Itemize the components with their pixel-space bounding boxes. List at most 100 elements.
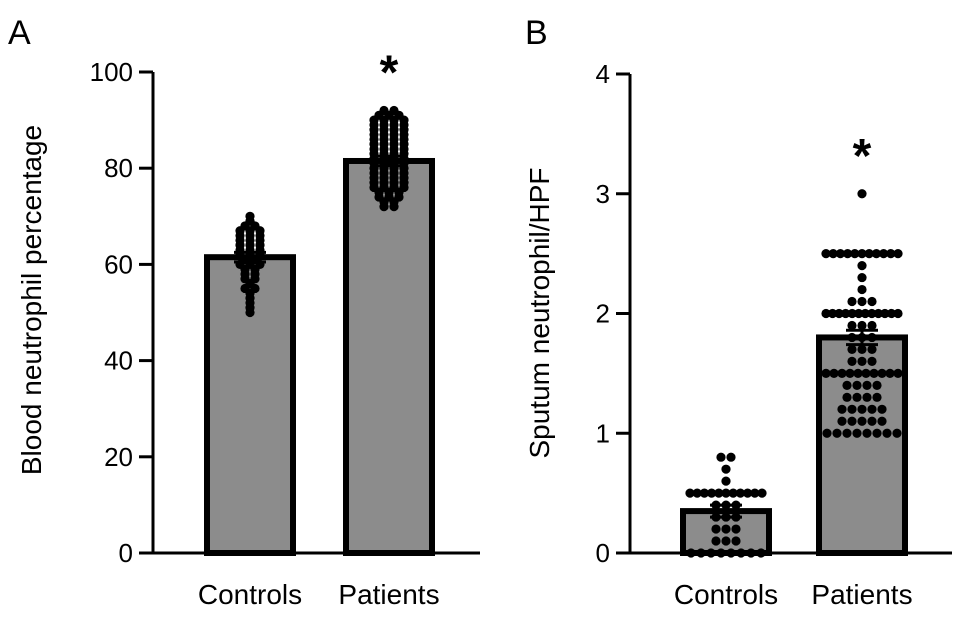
panel-a: A Blood neutrophil percentage 0 20 40 60 80 1…: [8, 14, 480, 610]
data-point: [721, 488, 731, 498]
category-label-patients: Patients: [811, 579, 912, 610]
data-point: [893, 249, 903, 259]
data-point: [750, 488, 760, 498]
data-point: [893, 368, 903, 378]
data-point: [850, 249, 860, 259]
data-point: [728, 488, 738, 498]
data-point: [872, 380, 882, 390]
data-point: [852, 380, 862, 390]
category-label-controls: Controls: [198, 579, 302, 610]
data-point: [721, 536, 731, 546]
category-labels-b: Controls Patients: [674, 579, 913, 610]
data-point: [886, 249, 896, 259]
data-point: [857, 344, 867, 355]
data-point: [847, 296, 857, 307]
bar-patients: [343, 157, 435, 557]
panel-letter-b: B: [525, 14, 548, 52]
data-point: [857, 249, 867, 259]
data-point: [692, 488, 702, 498]
y-tick-label: 2: [596, 299, 610, 329]
y-tick-label: 3: [596, 179, 610, 209]
data-point: [873, 308, 883, 319]
data-point: [721, 476, 731, 486]
data-point: [685, 488, 695, 498]
bars-a: *: [204, 46, 435, 557]
data-point: [821, 308, 831, 319]
data-point: [867, 308, 877, 319]
data-point: [860, 308, 870, 319]
data-point: [847, 344, 857, 355]
data-point: [847, 320, 857, 331]
data-point: [847, 356, 857, 366]
y-ticks-a: 0 20 40 60 80 100: [90, 57, 153, 568]
data-point: [877, 404, 887, 414]
data-point: [842, 392, 852, 402]
data-point: [711, 536, 721, 546]
data-point: [854, 308, 864, 319]
y-tick-label: 100: [90, 57, 133, 87]
data-point: [845, 368, 855, 378]
data-point: [746, 548, 756, 558]
data-point: [864, 249, 874, 259]
data-point: [822, 428, 832, 438]
data-point: [852, 392, 862, 402]
data-point: [867, 356, 877, 366]
data-point: [829, 368, 839, 378]
data-point: [699, 488, 710, 498]
data-point: [857, 356, 867, 366]
y-ticks-b: 0 1 2 3 4: [596, 59, 630, 568]
data-point: [857, 416, 867, 426]
y-axis-title-a: Blood neutrophil percentage: [16, 125, 47, 475]
data-point: [706, 548, 716, 558]
data-point: [379, 105, 389, 116]
data-point: [736, 548, 746, 558]
panel-letter-a: A: [8, 14, 31, 52]
data-point: [847, 308, 857, 319]
data-point: [867, 296, 877, 307]
data-point: [743, 488, 753, 498]
data-point: [867, 320, 877, 331]
data-point: [882, 428, 892, 438]
data-point: [721, 464, 731, 474]
data-point: [857, 296, 867, 307]
y-tick-label: 60: [104, 249, 133, 279]
data-point: [832, 428, 842, 438]
y-tick-label: 80: [104, 153, 133, 183]
y-tick-label: 1: [596, 418, 610, 448]
data-point: [389, 105, 399, 116]
data-point: [731, 524, 741, 534]
y-axis-title-b: Sputum neutrophil/HPF: [524, 167, 555, 458]
data-point: [841, 308, 851, 319]
data-point: [862, 392, 872, 402]
data-point: [869, 368, 879, 378]
y-tick-label: 0: [596, 538, 610, 568]
data-point: [867, 416, 877, 426]
data-point: [857, 272, 867, 283]
significance-star: *: [853, 130, 872, 183]
data-point: [707, 488, 717, 498]
y-tick-label: 40: [104, 346, 133, 376]
data-point: [892, 428, 902, 438]
data-point: [696, 548, 706, 558]
data-point: [711, 524, 721, 534]
data-point: [877, 416, 887, 426]
data-point: [847, 416, 857, 426]
y-tick-label: 4: [596, 59, 610, 89]
category-labels-a: Controls Patients: [198, 579, 440, 610]
bars-b: *: [680, 130, 908, 558]
data-point: [837, 416, 847, 426]
data-point: [834, 308, 844, 319]
data-point: [716, 548, 726, 558]
y-tick-label: 0: [119, 538, 133, 568]
data-point: [726, 548, 736, 558]
data-point: [757, 488, 767, 498]
data-point: [686, 548, 696, 558]
data-point: [843, 249, 853, 259]
data-point: [871, 249, 882, 259]
category-label-controls: Controls: [674, 579, 778, 610]
data-point: [821, 368, 831, 378]
data-point: [821, 249, 831, 259]
data-point: [756, 548, 766, 558]
data-point: [857, 404, 867, 414]
